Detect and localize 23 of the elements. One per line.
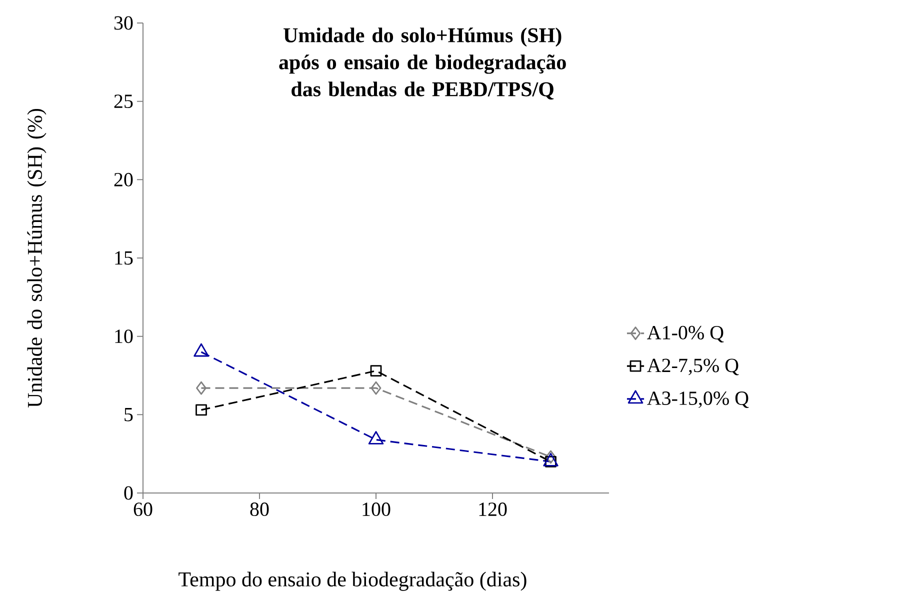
point: [196, 404, 207, 416]
y-tick-label: 25: [114, 94, 133, 108]
point: [370, 381, 382, 395]
x-tick-label: 80: [250, 502, 269, 516]
y-tick-label: 20: [114, 172, 133, 186]
x-tick-label: 100: [362, 502, 390, 516]
y-tick-label: 5: [124, 408, 133, 422]
point: [546, 450, 556, 464]
x-axis-title: Tempo do ensaio de biodegradação (dias): [178, 572, 526, 591]
legend-label: A3-15,0% Q: [647, 391, 749, 408]
x-tick-label: 60: [134, 502, 152, 516]
y-tick-label: 30: [114, 16, 133, 30]
point: [545, 456, 556, 468]
point: [370, 365, 382, 376]
x-tick-label: 120: [479, 502, 507, 516]
y-tick-label: 10: [115, 330, 133, 344]
point: [196, 381, 206, 395]
y-tick-label: 0: [124, 486, 133, 500]
y-axis-title: Unidade do solo+Húmus (SH) (%): [27, 108, 46, 408]
legend-label: A1-0% Q: [647, 326, 724, 342]
text: Umidade do solo+Húmus (SH) após o ensaio de biodegradação das blendas de PEBD/TPS/Q: [279, 28, 566, 100]
y-tick-label: 15: [115, 251, 133, 265]
legend-label: A2-7,5% Q: [647, 358, 739, 376]
